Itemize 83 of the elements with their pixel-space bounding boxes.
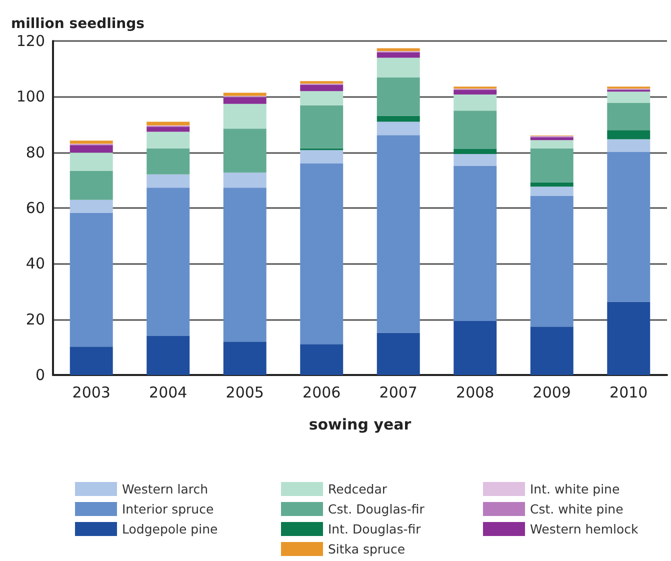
bar — [70, 346, 113, 375]
bar — [454, 90, 497, 94]
y-tick-label: 100 — [16, 88, 45, 106]
bar — [146, 188, 190, 336]
legend-label: Int. white pine — [530, 482, 620, 496]
bar — [146, 126, 190, 132]
bar — [70, 212, 113, 347]
bar — [376, 122, 420, 136]
bar — [223, 92, 266, 96]
bar — [300, 105, 344, 148]
bar — [223, 104, 266, 129]
bar — [223, 97, 266, 104]
y-tick-label: 40 — [26, 254, 45, 273]
legend-label: Redcedar — [328, 482, 388, 496]
legend-label: Sitka spruce — [328, 542, 406, 556]
bar — [300, 81, 344, 84]
bar — [454, 94, 497, 111]
x-tick-label: 2005 — [226, 384, 264, 402]
bar — [530, 140, 574, 148]
x-tick-label: 2008 — [456, 384, 494, 402]
bar — [607, 130, 650, 140]
legend-label: Western hemlock — [530, 522, 640, 536]
legend-label: Interior spruce — [122, 502, 214, 516]
legend-label: Int. Douglas-fir — [328, 522, 422, 536]
x-tick-label: 2003 — [72, 384, 110, 402]
y-tick-label: 80 — [26, 143, 45, 162]
y-tick-label: 20 — [26, 310, 45, 328]
bar — [454, 148, 497, 154]
bar — [607, 92, 650, 103]
bar — [70, 152, 113, 171]
legend-label: Cst. white pine — [530, 502, 624, 516]
x-tick-label: 2006 — [302, 384, 341, 402]
bar — [454, 154, 497, 166]
x-tick-label: 2010 — [610, 384, 648, 402]
y-axis-title: million seedlings — [11, 16, 145, 32]
bar — [376, 116, 420, 122]
bar — [454, 321, 497, 375]
bar — [146, 336, 190, 375]
bar — [607, 102, 650, 130]
legend-label: Western larch — [122, 482, 208, 496]
bar — [146, 132, 190, 148]
legend-label: Cst. Douglas-fir — [328, 502, 426, 516]
bar — [454, 110, 497, 149]
bar — [70, 170, 113, 200]
bar — [454, 166, 497, 322]
y-tick-label: 120 — [16, 32, 45, 50]
bar — [223, 342, 266, 375]
x-axis-title: sowing year — [308, 416, 412, 434]
bar — [146, 148, 190, 174]
bar — [376, 52, 420, 58]
bar — [223, 128, 266, 173]
bar — [530, 196, 574, 327]
bar — [376, 77, 420, 116]
bar — [376, 48, 420, 52]
bar — [376, 58, 420, 78]
y-tick-label: 60 — [26, 199, 45, 217]
bar — [223, 172, 266, 188]
bar — [300, 344, 344, 375]
bar — [70, 145, 113, 153]
bar — [530, 137, 574, 140]
y-tick-label: 0 — [35, 366, 45, 384]
bar — [530, 148, 574, 182]
bar — [607, 139, 650, 152]
bar — [530, 186, 574, 196]
x-tick-label: 2004 — [149, 384, 188, 402]
bar — [300, 150, 344, 164]
bar — [300, 163, 344, 344]
bar — [376, 135, 420, 333]
bar — [607, 152, 650, 302]
bar — [300, 84, 344, 92]
bar — [146, 122, 190, 126]
x-tick-label: 2007 — [379, 384, 418, 402]
bar — [300, 91, 344, 106]
bar — [530, 326, 574, 375]
bar — [70, 140, 113, 144]
bar — [530, 182, 574, 187]
bar — [223, 188, 266, 342]
x-tick-label: 2009 — [532, 384, 571, 402]
bar — [607, 302, 650, 375]
bar — [376, 332, 420, 375]
bar — [146, 174, 190, 188]
bar — [70, 200, 113, 213]
legend-label: Lodgepole pine — [122, 522, 218, 536]
